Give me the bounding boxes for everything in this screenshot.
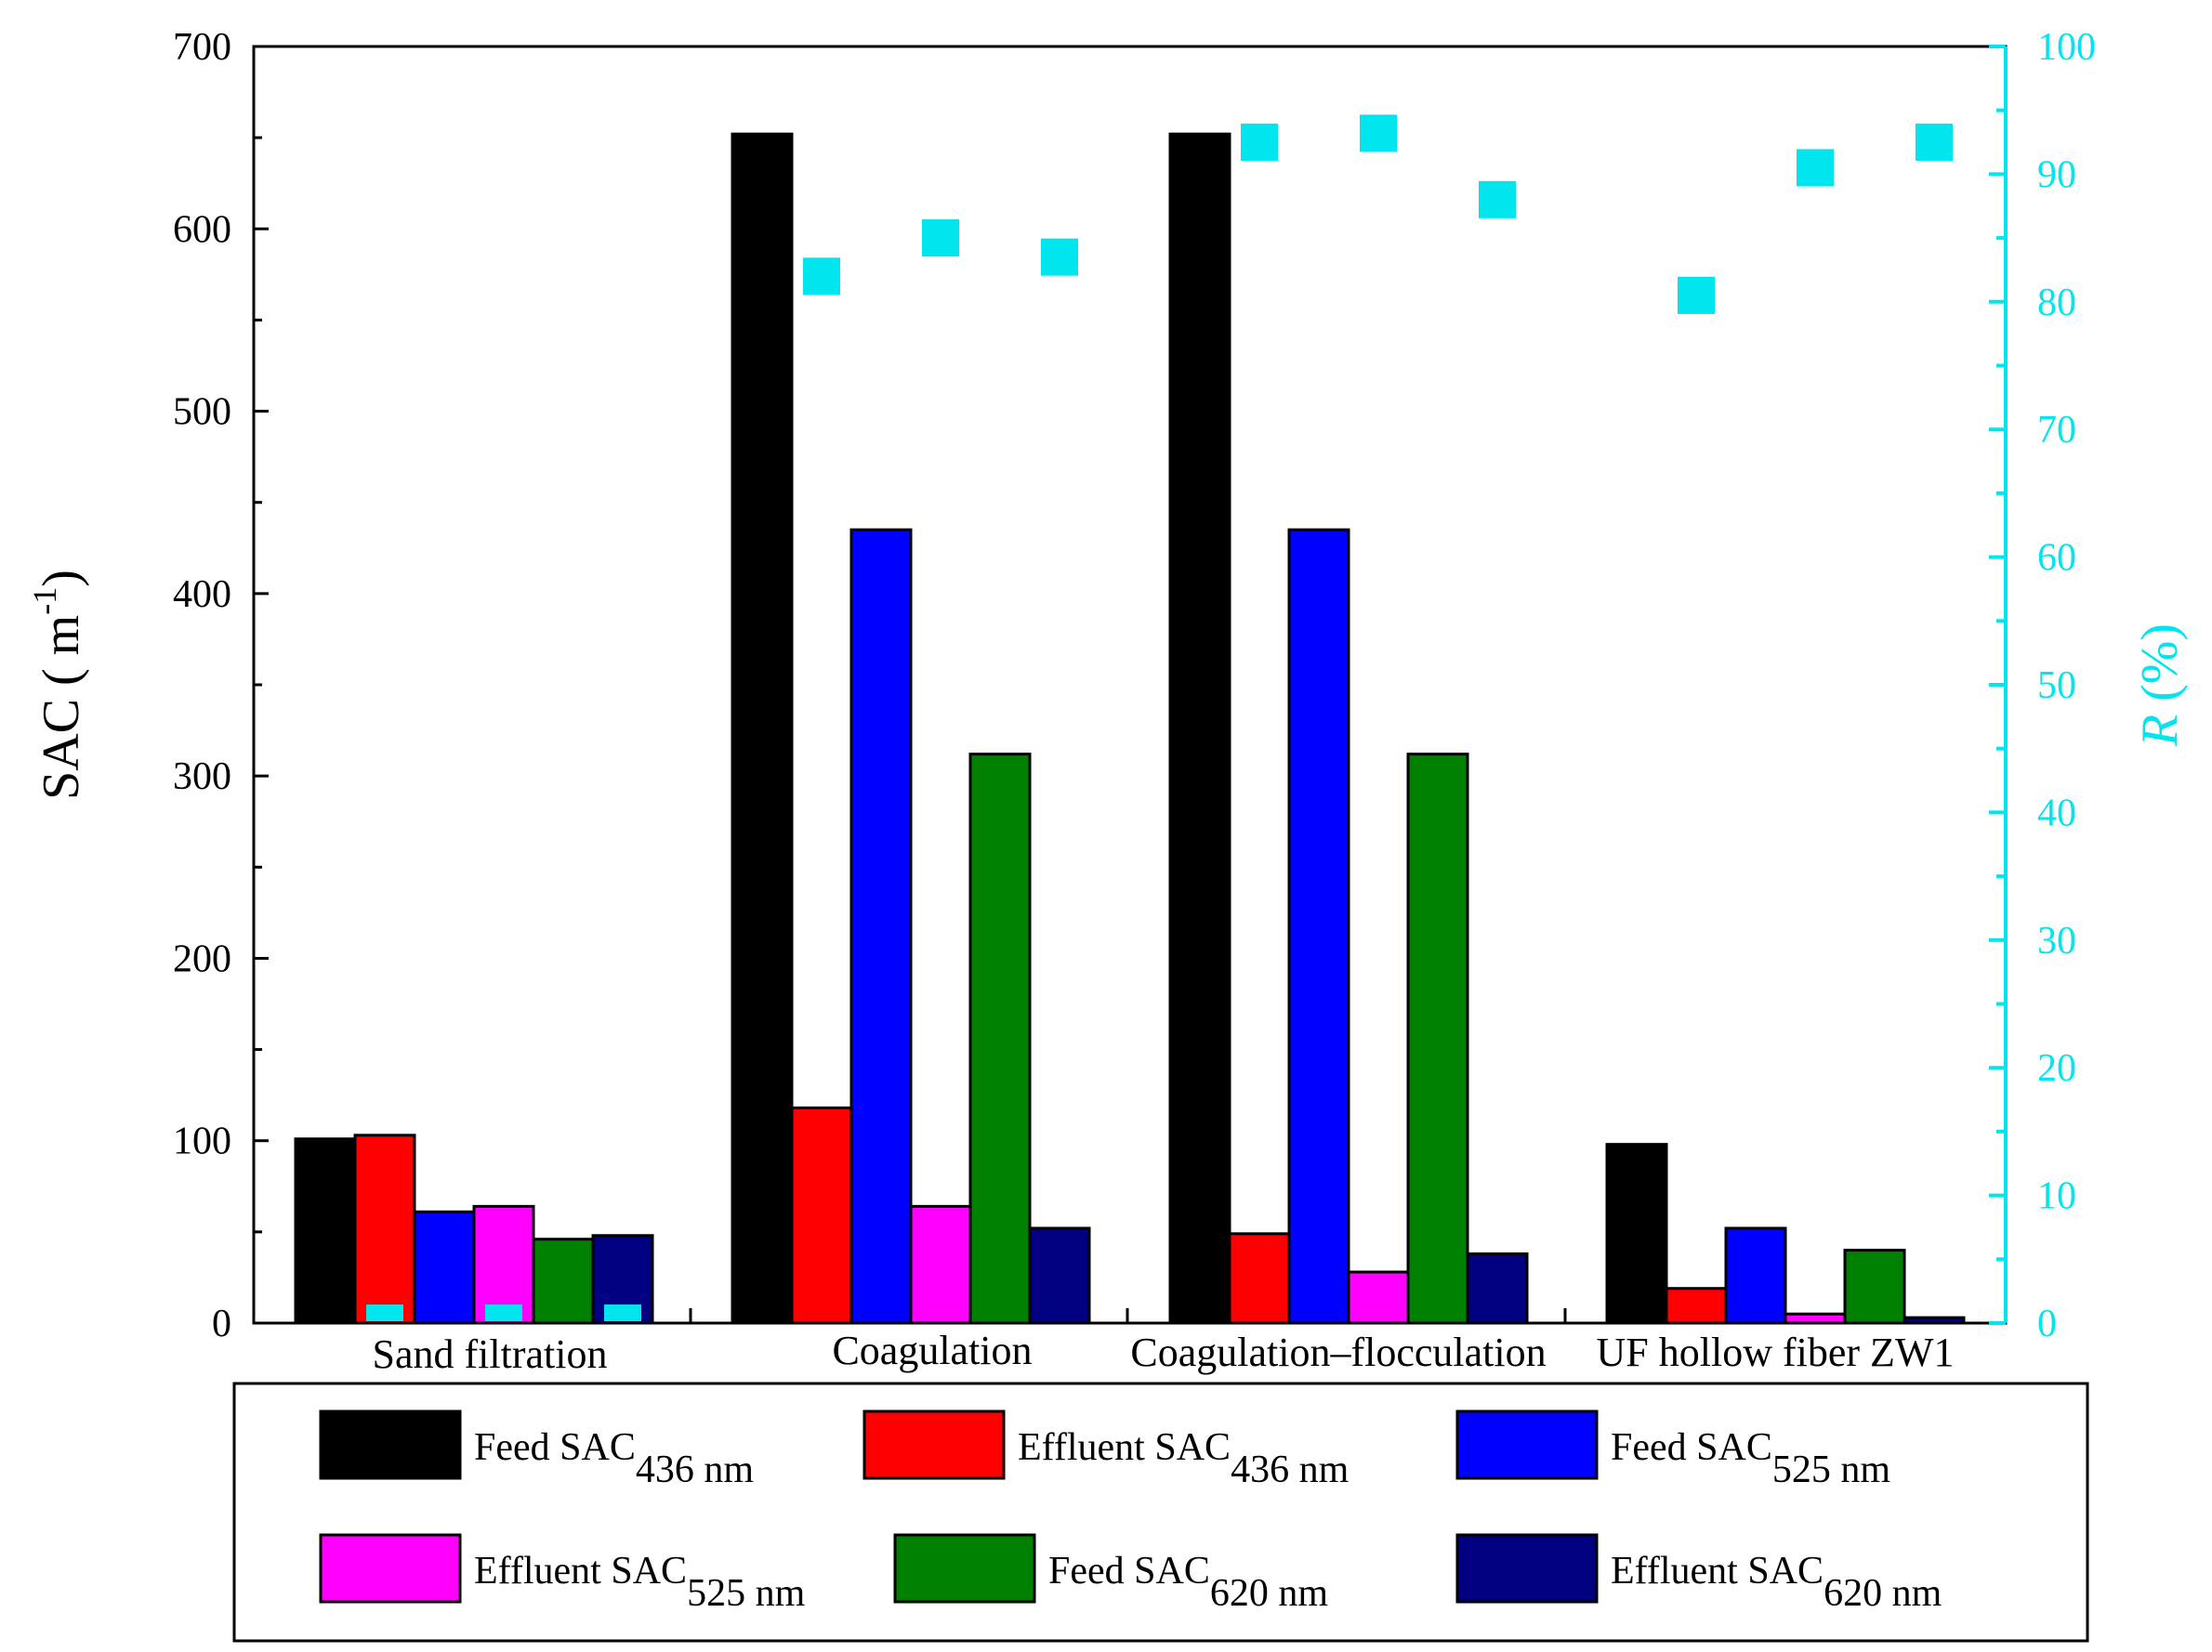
- bar-effluent-sac-436nm-cat1: [790, 1106, 853, 1325]
- bar-effluent-sac-620nm-cat2: [1466, 1252, 1529, 1325]
- legend-swatch: [319, 1409, 462, 1480]
- bar-feed-sac-620nm-cat1: [968, 753, 1032, 1325]
- removal-marker-11: [1916, 124, 1953, 162]
- bar-feed-sac-525nm-cat2: [1287, 528, 1350, 1325]
- removal-marker-1: [485, 1305, 522, 1321]
- right-y-axis-label: R (%): [2131, 623, 2189, 747]
- plot-frame: [252, 45, 2008, 1325]
- legend-label: Effluent SAC436 nm: [1018, 1426, 1350, 1491]
- bar-effluent-sac-525nm-cat0: [472, 1204, 535, 1325]
- right-tick-label: 60: [2037, 537, 2076, 580]
- removal-marker-6: [1241, 124, 1278, 162]
- removal-marker-4: [922, 219, 959, 257]
- bar-feed-sac-620nm-cat2: [1406, 753, 1469, 1325]
- legend-swatch: [1455, 1409, 1599, 1480]
- removal-marker-3: [803, 257, 840, 295]
- removal-markers-layer: [366, 114, 1953, 1321]
- removal-marker-8: [1479, 180, 1516, 218]
- bar-effluent-sac-525nm-cat1: [909, 1204, 972, 1325]
- legend-label: Feed SAC525 nm: [1611, 1426, 1890, 1491]
- left-tick-label: 700: [173, 26, 231, 69]
- bar-effluent-sac-620nm-cat1: [1028, 1226, 1091, 1325]
- removal-marker-0: [366, 1305, 403, 1321]
- bar-feed-sac-436nm-cat1: [731, 132, 794, 1325]
- right-y-axis: 0 10 20 30 40 50 60 70 80 90 100: [1989, 26, 2096, 1345]
- legend-label: Effluent SAC525 nm: [474, 1550, 806, 1615]
- left-y-axis-label: SAC ( m-1): [26, 570, 90, 800]
- left-tick-label: 300: [173, 755, 231, 798]
- right-tick-label: 20: [2037, 1047, 2076, 1090]
- bar-effluent-sac-436nm-cat2: [1228, 1232, 1291, 1325]
- legend-swatch: [1455, 1533, 1599, 1604]
- legend-box: [232, 1382, 2089, 1643]
- x-axis: Sand filtration Coagulation Coagulation–fl…: [373, 1308, 1955, 1377]
- category-label: Coagulation–flocculation: [1130, 1330, 1546, 1375]
- removal-marker-7: [1360, 114, 1397, 152]
- right-tick-label: 50: [2037, 664, 2076, 707]
- right-tick-label: 80: [2037, 282, 2076, 324]
- left-tick-label: 500: [173, 391, 231, 434]
- bars-layer: [294, 132, 1966, 1325]
- removal-marker-10: [1797, 149, 1834, 187]
- left-y-axis: 0 100 200 300 400 500 600 700: [173, 26, 269, 1345]
- bar-feed-sac-436nm-cat0: [294, 1137, 357, 1325]
- bar-effluent-sac-436nm-cat3: [1665, 1287, 1728, 1325]
- left-tick-label: 0: [212, 1303, 231, 1345]
- right-tick-label: 40: [2037, 792, 2076, 834]
- legend-swatch: [319, 1533, 462, 1604]
- bar-feed-sac-436nm-cat3: [1605, 1143, 1668, 1325]
- removal-marker-5: [1041, 238, 1078, 276]
- bar-feed-sac-620nm-cat0: [532, 1238, 595, 1325]
- bar-feed-sac-525nm-cat0: [413, 1210, 476, 1325]
- left-tick-label: 400: [173, 573, 231, 616]
- legend-label: Feed SAC436 nm: [474, 1426, 754, 1491]
- bar-feed-sac-436nm-cat2: [1168, 132, 1231, 1325]
- right-tick-label: 90: [2037, 153, 2076, 196]
- removal-marker-2: [604, 1305, 641, 1321]
- left-tick-label: 200: [173, 937, 231, 980]
- legend-label: Feed SAC620 nm: [1048, 1550, 1328, 1615]
- bar-feed-sac-525nm-cat3: [1724, 1226, 1787, 1325]
- category-label: Coagulation: [832, 1328, 1032, 1373]
- category-label: UF hollow fiber ZW1: [1597, 1330, 1955, 1375]
- right-tick-label: 10: [2037, 1175, 2076, 1218]
- right-tick-label: 70: [2037, 409, 2076, 452]
- bar-effluent-sac-525nm-cat3: [1784, 1312, 1847, 1325]
- right-tick-label: 30: [2037, 920, 2076, 963]
- legend-swatch: [893, 1533, 1036, 1604]
- bar-effluent-sac-436nm-cat0: [353, 1134, 416, 1325]
- bar-effluent-sac-525nm-cat2: [1347, 1270, 1410, 1325]
- bar-feed-sac-525nm-cat1: [849, 528, 913, 1325]
- bar-effluent-sac-620nm-cat3: [1903, 1316, 1966, 1325]
- removal-marker-9: [1678, 276, 1715, 314]
- left-tick-label: 600: [173, 208, 231, 251]
- legend-swatch: [862, 1409, 1006, 1480]
- legend: Feed SAC436 nm Effluent SAC436 nm Feed SAC…: [319, 1409, 1942, 1615]
- category-label: Sand filtration: [373, 1331, 608, 1377]
- left-tick-label: 100: [173, 1121, 231, 1163]
- right-tick-label: 0: [2037, 1303, 2057, 1345]
- legend-label: Effluent SAC620 nm: [1611, 1550, 1942, 1615]
- bar-feed-sac-620nm-cat3: [1843, 1248, 1906, 1325]
- right-tick-label: 100: [2037, 26, 2096, 69]
